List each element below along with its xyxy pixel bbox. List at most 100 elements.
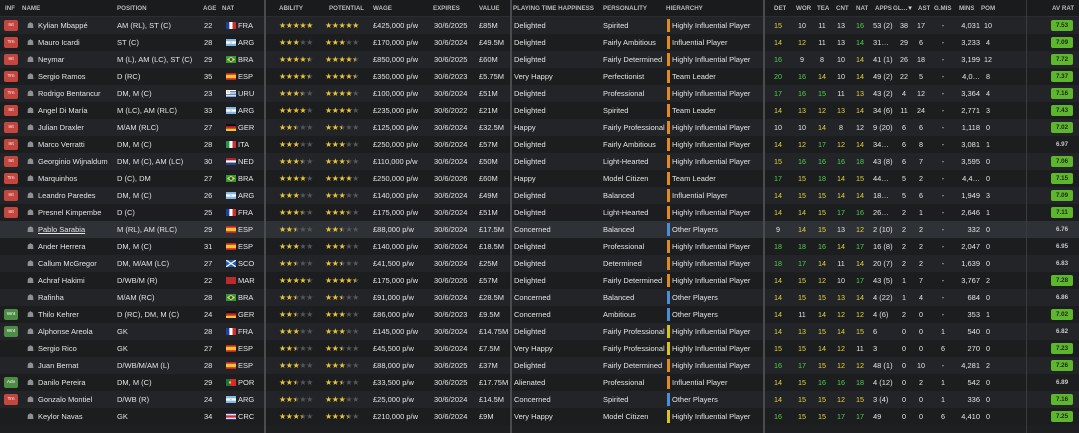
player-nat[interactable]: SCO (238, 259, 255, 268)
player-name[interactable]: Achraf Hakimi (38, 276, 85, 285)
player-icon[interactable]: ☗ (26, 395, 35, 404)
player-name[interactable]: Callum McGregor (38, 259, 97, 268)
status-badge[interactable]: Wnt (4, 326, 18, 337)
player-icon[interactable]: ☗ (26, 259, 35, 268)
status-badge[interactable]: Int (4, 139, 18, 150)
table-row[interactable]: Wnt ☗ Alphonse Areola GK 28 FRA ★★★★★ ★★… (0, 323, 1079, 340)
player-icon[interactable]: ☗ (26, 242, 35, 251)
status-badge[interactable]: Int (4, 20, 18, 31)
col-header-inf[interactable]: INF (5, 5, 15, 12)
col-header-position[interactable]: POSITION (117, 5, 147, 12)
col-header-ast[interactable]: AST (918, 5, 931, 12)
col-header-apps[interactable]: APPS (875, 5, 892, 12)
player-nat[interactable]: FRA (238, 327, 253, 336)
table-row[interactable]: Int ☗ Angel Di María M (LC), AM (RLC) 33… (0, 102, 1079, 119)
player-icon[interactable]: ☗ (26, 106, 35, 115)
player-name[interactable]: Angel Di María (38, 106, 88, 115)
table-row[interactable]: Int ☗ Kylian Mbappé AM (RL), ST (C) 22 F… (0, 17, 1079, 34)
player-icon[interactable]: ☗ (26, 21, 35, 30)
col-header-ability[interactable]: ABILITY (279, 5, 304, 12)
col-header-wor[interactable]: WOR (796, 5, 812, 12)
player-nat[interactable]: CRC (238, 412, 255, 421)
col-header-nat[interactable]: NAT (222, 5, 235, 12)
col-header-av-rat[interactable]: AV RAT (1052, 5, 1075, 12)
player-icon[interactable]: ☗ (26, 276, 35, 285)
col-header-name[interactable]: NAME (22, 5, 41, 12)
table-row[interactable]: Int ☗ Marco Verratti DM, M (C) 28 ITA ★★… (0, 136, 1079, 153)
player-name[interactable]: Juan Bernat (38, 361, 79, 370)
status-badge[interactable]: Int (4, 156, 18, 167)
table-row[interactable]: Trn ☗ Mauro Icardi ST (C) 28 ARG ★★★★★ ★… (0, 34, 1079, 51)
player-nat[interactable]: ARG (238, 106, 255, 115)
player-name[interactable]: Sergio Ramos (38, 72, 86, 81)
player-name[interactable]: Presnel Kimpembe (38, 208, 102, 217)
player-icon[interactable]: ☗ (26, 412, 35, 421)
status-badge[interactable]: Trn (4, 173, 18, 184)
player-nat[interactable]: ARG (238, 38, 255, 47)
table-row[interactable]: Trn ☗ Rodrigo Bentancur DM, M (C) 23 URU… (0, 85, 1079, 102)
player-icon[interactable]: ☗ (26, 55, 35, 64)
col-header-mins[interactable]: MINS (959, 5, 975, 12)
player-name[interactable]: Danilo Pereira (38, 378, 86, 387)
player-nat[interactable]: ARG (238, 191, 255, 200)
player-nat[interactable]: MAR (238, 276, 255, 285)
col-header-potential[interactable]: POTENTIAL (329, 5, 365, 12)
table-row[interactable]: ☗ Callum McGregor DM, M/AM (LC) 27 SCO ★… (0, 255, 1079, 272)
player-name[interactable]: Rafinha (38, 293, 64, 302)
player-nat[interactable]: ARG (238, 395, 255, 404)
player-name[interactable]: Leandro Paredes (38, 191, 96, 200)
table-row[interactable]: Int ☗ Julian Draxler M/AM (RLC) 27 GER ★… (0, 119, 1079, 136)
col-header-wage[interactable]: WAGE (373, 5, 392, 12)
player-name[interactable]: Georginio Wijnaldum (38, 157, 108, 166)
player-icon[interactable]: ☗ (26, 89, 35, 98)
player-icon[interactable]: ☗ (26, 378, 35, 387)
col-header-personality[interactable]: PERSONALITY (603, 5, 648, 12)
player-icon[interactable]: ☗ (26, 191, 35, 200)
table-row[interactable]: ☗ Sergio Rico GK 27 ESP ★★★★★ ★★★★★ £45,… (0, 340, 1079, 357)
player-nat[interactable]: NED (238, 157, 254, 166)
player-name[interactable]: Mauro Icardi (38, 38, 80, 47)
player-icon[interactable]: ☗ (26, 344, 35, 353)
table-row[interactable]: ☗ Pablo Sarabia M (RL), AM (RLC) 29 ESP … (0, 221, 1079, 238)
col-header-value[interactable]: VALUE (479, 5, 500, 12)
player-name[interactable]: Marquinhos (38, 174, 78, 183)
col-header-hierarchy[interactable]: HIERARCHY (666, 5, 703, 12)
table-row[interactable]: Trn ☗ Sergio Ramos D (RC) 35 ESP ★★★★★ ★… (0, 68, 1079, 85)
status-badge[interactable]: Int (4, 105, 18, 116)
player-name[interactable]: Gonzalo Montiel (38, 395, 93, 404)
status-badge[interactable]: Trn (4, 71, 18, 82)
player-name[interactable]: Alphonse Areola (38, 327, 93, 336)
player-name[interactable]: Sergio Rico (38, 344, 77, 353)
player-nat[interactable]: FRA (238, 21, 253, 30)
table-row[interactable]: Int ☗ Leandro Paredes DM, M (C) 26 ARG ★… (0, 187, 1079, 204)
player-name[interactable]: Thilo Kehrer (38, 310, 79, 319)
table-row[interactable]: Int ☗ Presnel Kimpembe D (C) 25 FRA ★★★★… (0, 204, 1079, 221)
table-row[interactable]: Int ☗ Georginio Wijnaldum DM, M (C), AM … (0, 153, 1079, 170)
player-nat[interactable]: ESP (238, 242, 254, 251)
player-nat[interactable]: GER (238, 123, 255, 132)
player-nat[interactable]: BRA (238, 55, 254, 64)
player-name[interactable]: Ander Herrera (38, 242, 86, 251)
player-nat[interactable]: ESP (238, 344, 254, 353)
col-header-age[interactable]: AGE (203, 5, 217, 12)
player-name[interactable]: Kylian Mbappé (38, 21, 88, 30)
player-icon[interactable]: ☗ (26, 123, 35, 132)
player-icon[interactable]: ☗ (26, 140, 35, 149)
col-header-cnt[interactable]: CNT (836, 5, 849, 12)
player-nat[interactable]: ESP (238, 72, 254, 81)
table-row[interactable]: Wnt ☗ Thilo Kehrer D (RC), DM, M (C) 2 4 … (0, 306, 1079, 323)
status-badge[interactable]: Int (4, 54, 18, 65)
player-name[interactable]: Rodrigo Bentancur (38, 89, 101, 98)
status-badge[interactable]: Int (4, 190, 18, 201)
table-row[interactable]: Int ☗ Neymar M (L), AM (LC), ST (C) 29 B… (0, 51, 1079, 68)
player-nat[interactable]: URU (238, 89, 255, 98)
sort-desc-icon[interactable]: ▼ (907, 5, 914, 12)
col-header-pom[interactable]: POM (981, 5, 996, 12)
status-badge[interactable]: Adv (4, 377, 18, 388)
col-header-gmis[interactable]: G.MIS (934, 5, 952, 12)
col-header-goals[interactable]: GL… (893, 5, 908, 12)
player-name[interactable]: Keylor Navas (38, 412, 83, 421)
col-header-nat-attr[interactable]: NAT (856, 5, 869, 12)
player-icon[interactable]: ☗ (26, 310, 35, 319)
table-row[interactable]: ☗ Juan Bernat D/WB/M/AM (L) 28 ESP ★★★★★… (0, 357, 1079, 374)
